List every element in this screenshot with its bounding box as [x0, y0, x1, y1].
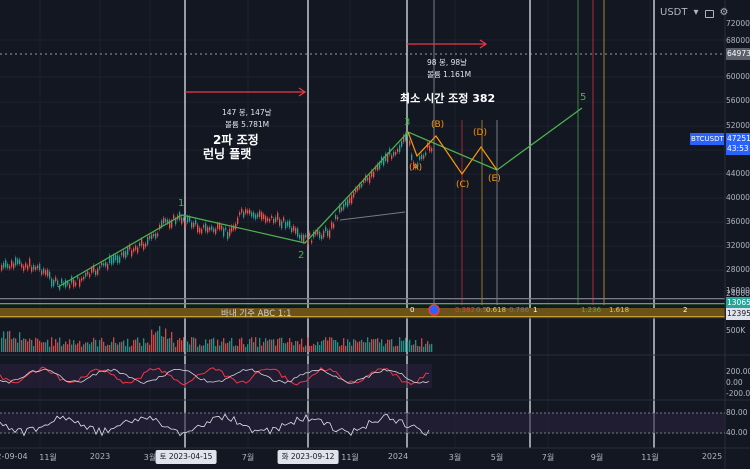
fib-band-text: 바내 기주 ABC 1:1 — [221, 309, 292, 319]
fib-label-0618: 0.618 — [486, 306, 507, 314]
cci-scale-minus200: -200.00 — [726, 389, 750, 398]
range-arrows — [185, 39, 488, 97]
wave-label-E: (E) — [488, 174, 501, 184]
price-scale-label: 16000.0 — [726, 286, 750, 295]
price-scale-label: 60000.0 — [726, 72, 750, 81]
price-scale-label: 28000.0 — [726, 265, 750, 274]
fib-label-1236: 1.236 — [581, 306, 602, 314]
wave-label-3: 3 — [404, 117, 411, 128]
price-scale-label: 56000.0 — [726, 96, 750, 105]
countdown-tag: 43:53 — [726, 143, 750, 155]
rsi-scale-40: 40.00 — [726, 428, 748, 437]
time-axis-label: 3월 — [448, 453, 462, 462]
price-scale-label: 32000.0 — [726, 241, 750, 250]
time-axis-label: 2025 — [701, 452, 723, 461]
fib-label-1618: 1.618 — [609, 306, 630, 314]
top-toolbar: USDT ▾ ⚙ — [660, 0, 750, 24]
cci-band — [0, 364, 432, 388]
trend-line — [339, 211, 406, 221]
time-axis-label: 9월 — [590, 453, 604, 462]
fib-anchor-icon[interactable] — [428, 304, 440, 316]
cci-scale-0: 0.00 — [726, 378, 743, 387]
symbol-price-tag: 47251 — [726, 133, 750, 145]
time-axis-label: 3월 — [143, 453, 157, 462]
current-price-tag: 64973. — [726, 48, 750, 60]
abc-correction-line — [407, 131, 498, 176]
price-scale-label: 44000.0 — [726, 169, 750, 178]
price-scale-label: 40000.0 — [726, 193, 750, 202]
fib-label-2: 2 — [683, 306, 688, 314]
time-axis-label: 11월 — [641, 453, 659, 462]
fib-label-0382: 0.382 — [455, 306, 476, 314]
wave-label-D: (D) — [473, 128, 487, 138]
gear-icon[interactable]: ⚙ — [719, 6, 729, 18]
elliott-wave-line — [57, 107, 583, 288]
wave-label-2: 2 — [298, 250, 305, 261]
wave-label-B: (B) — [431, 120, 445, 130]
range2-bars-label: 98 봉, 98날 — [427, 58, 468, 67]
fib-label-0: 0 — [410, 306, 415, 314]
wave2-subtitle: 런닝 플랫 — [203, 147, 252, 161]
fib-price-tag-2: 12395. — [726, 308, 750, 320]
date-badge-2: 화 2023-09-12 — [277, 450, 339, 464]
wave-label-C: (C) — [456, 180, 470, 190]
fib-label-05: 0.5 — [476, 306, 488, 314]
cci-scale-200: 200.00 — [726, 367, 750, 376]
time-axis-label: 7월 — [241, 453, 255, 462]
rsi-scale-80: 80.00 — [726, 408, 748, 417]
wave-label-5: 5 — [580, 92, 587, 103]
volume-scale-label: 500K — [726, 326, 746, 335]
time-axis-label: 11월 — [341, 453, 359, 462]
wave2-title: 2파 조정 — [213, 133, 259, 147]
price-scale-label: 52000.0 — [726, 121, 750, 130]
symbol-tag: BTCUSDT — [690, 133, 724, 145]
lock-icon[interactable] — [704, 9, 714, 18]
rsi-band — [0, 413, 725, 433]
cci-line-red — [0, 366, 430, 386]
fib-label-1: 1 — [533, 306, 538, 314]
cci-line-white — [0, 368, 430, 384]
date-badge-1: 토 2023-04-15 — [155, 450, 217, 464]
time-axis-label: 7월 — [541, 453, 555, 462]
price-scale-label: 68000.0 — [726, 36, 750, 45]
price-scale-label: 72000.0 — [726, 19, 750, 28]
range1-volume-label: 볼륨 5.781M — [225, 120, 270, 129]
time-axis-label: 2-09-04 — [0, 452, 28, 461]
min-time-title: 최소 시간 조정 382 — [400, 92, 496, 105]
time-axis-label: 5월 — [490, 453, 504, 462]
fib-price-tag-1: 13065. — [726, 297, 750, 309]
fib-label-0786: 0.786 — [509, 306, 530, 314]
price-scale-label: 24000.0 — [726, 289, 750, 298]
fib-time-lines — [433, 0, 605, 305]
fib-price-bands — [0, 298, 725, 318]
wave-label-1: 1 — [178, 198, 185, 209]
time-axis-label: 11월 — [39, 453, 57, 462]
rsi-line — [0, 413, 430, 437]
chevron-down-icon[interactable]: ▾ — [693, 6, 699, 18]
range1-bars-label: 147 봉, 147날 — [222, 108, 272, 117]
time-axis-label: 2024 — [387, 452, 409, 461]
range2-volume-label: 볼륨 1.161M — [427, 70, 472, 79]
price-scale-label: 36000.0 — [726, 217, 750, 226]
wave-label-A: (A) — [409, 163, 423, 173]
time-axis-label: 2023 — [89, 452, 111, 461]
volume-bars — [1, 326, 433, 352]
currency-label[interactable]: USDT — [660, 6, 688, 18]
